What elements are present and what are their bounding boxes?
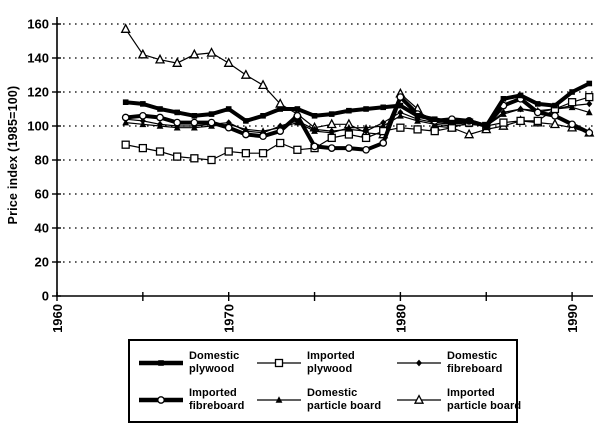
legend-label: Imported fibreboard — [189, 387, 245, 412]
legend-sample-imported_particleboard — [397, 393, 441, 404]
series-line-domestic_fibreboard — [125, 103, 590, 134]
legend-label: Imported plywood — [307, 350, 355, 375]
x-tick-label: 1990 — [565, 304, 580, 333]
x-tick-label: 1980 — [393, 304, 408, 333]
y-tick-label: 20 — [35, 255, 49, 270]
y-axis-title: Price index (1985=100) — [6, 85, 20, 225]
legend-item-domestic_fibreboard: Domestic fibreboard — [396, 344, 528, 381]
legend-label: Imported particle board — [447, 387, 522, 412]
series-line-imported_particleboard — [125, 28, 590, 136]
legend-sample-domestic_fibreboard — [397, 359, 441, 366]
series-domestic_plywood — [122, 80, 593, 129]
legend-sample-domestic_plywood — [139, 359, 183, 366]
y-tick-label: 0 — [42, 289, 49, 304]
series-line-domestic_particleboard — [125, 106, 590, 134]
series-imported_fibreboard — [121, 93, 594, 154]
series-line-domestic_plywood — [123, 81, 592, 128]
y-tick-label: 160 — [27, 17, 49, 32]
legend-item-domestic_particleboard: Domestic particle board — [256, 381, 396, 418]
legend-sample-imported_fibreboard — [139, 395, 183, 404]
y-tick-label: 120 — [27, 85, 49, 100]
y-tick-label: 100 — [27, 119, 49, 134]
legend-sample-domestic_particleboard — [257, 395, 301, 403]
series-line-imported_plywood — [125, 96, 590, 161]
legend-item-imported_fibreboard: Imported fibreboard — [138, 381, 256, 418]
legend-label: Domestic plywood — [189, 350, 240, 375]
legend-item-imported_plywood: Imported plywood — [256, 344, 396, 381]
legend: Domestic plywood Imported plywood Domestic… — [128, 339, 521, 423]
legend-sample-imported_plywood — [257, 358, 301, 367]
y-tick-label: 60 — [35, 187, 49, 202]
y-tick-label: 40 — [35, 221, 49, 236]
x-tick-label: 1960 — [50, 304, 65, 333]
y-tick-label: 140 — [27, 51, 49, 66]
legend-label: Domestic fibreboard — [447, 350, 503, 375]
legend-label: Domestic particle board — [307, 387, 382, 412]
legend-item-domestic_plywood: Domestic plywood — [138, 344, 256, 381]
y-tick-label: 80 — [35, 153, 49, 168]
series-line-imported_fibreboard — [123, 95, 592, 152]
legend-item-imported_particleboard: Imported particle board — [396, 381, 528, 418]
x-tick-label: 1970 — [222, 304, 237, 333]
